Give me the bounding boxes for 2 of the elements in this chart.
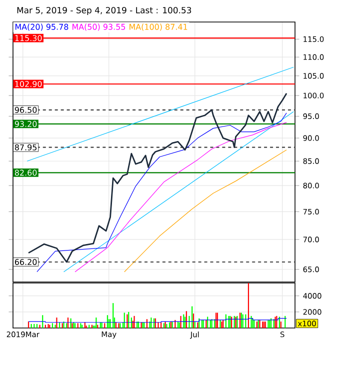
chart-title: Mar 5, 2019 - Sep 4, 2019 - Last : 100.53 <box>17 6 192 16</box>
line-series <box>124 150 287 272</box>
